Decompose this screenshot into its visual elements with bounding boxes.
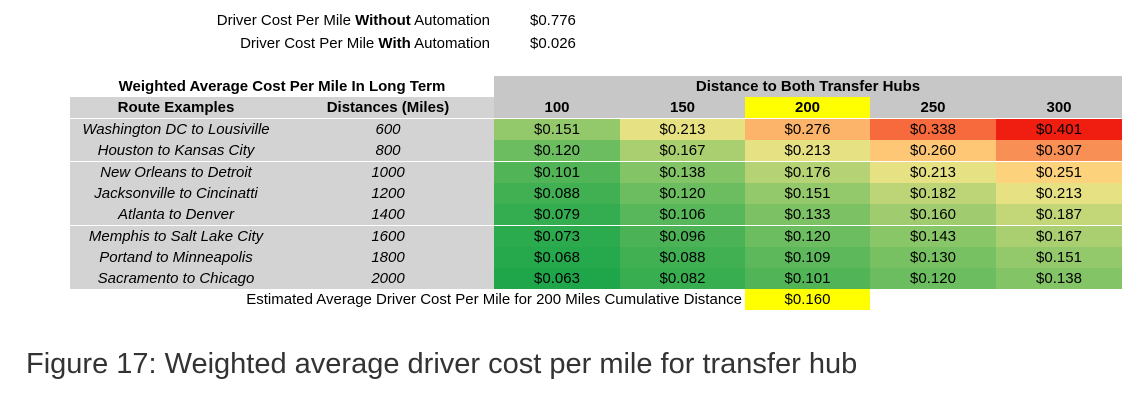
route-name: Sacramento to Chicago <box>70 268 282 290</box>
cost-cell: $0.143 <box>870 225 996 247</box>
cost-cell: $0.151 <box>494 119 620 140</box>
route-name: Washington DC to Lousiville <box>70 119 282 140</box>
cost-cell: $0.120 <box>745 225 870 247</box>
route-distance: 800 <box>282 140 494 162</box>
route-name: Jacksonville to Cincinatti <box>70 182 282 204</box>
figure-caption: Figure 17: Weighted average driver cost … <box>26 348 858 380</box>
cost-cell: $0.151 <box>996 246 1122 268</box>
cost-cell: $0.101 <box>494 161 620 183</box>
route-name: New Orleans to Detroit <box>70 161 282 183</box>
cost-cell: $0.160 <box>870 204 996 226</box>
cost-cell: $0.251 <box>996 161 1122 183</box>
right-table-title: Distance to Both Transfer Hubs <box>695 78 921 95</box>
cost-cell: $0.176 <box>745 161 870 183</box>
cost-cell: $0.213 <box>996 182 1122 204</box>
footer-label: Estimated Average Driver Cost Per Mile f… <box>246 291 742 308</box>
cost-cell: $0.101 <box>745 268 870 290</box>
cost-cell: $0.260 <box>870 140 996 162</box>
cost-cell: $0.120 <box>870 268 996 290</box>
hub-header-150: 150 <box>620 97 745 118</box>
cost-cell: $0.276 <box>745 119 870 140</box>
without-automation-value: $0.776 <box>530 12 576 29</box>
cost-cell: $0.096 <box>620 225 745 247</box>
cost-cell: $0.138 <box>996 268 1122 290</box>
route-name: Atlanta to Denver <box>70 204 282 226</box>
footer-value: $0.160 <box>745 289 870 310</box>
route-name: Memphis to Salt Lake City <box>70 225 282 247</box>
cost-cell: $0.401 <box>996 119 1122 140</box>
cost-cell: $0.213 <box>620 119 745 140</box>
hub-header-250: 250 <box>870 97 996 118</box>
cost-cell: $0.120 <box>620 182 745 204</box>
cost-cell: $0.088 <box>494 182 620 204</box>
route-distance: 1800 <box>282 246 494 268</box>
left-table-title: Weighted Average Cost Per Mile In Long T… <box>118 78 446 95</box>
route-name: Portand to Minneapolis <box>70 246 282 268</box>
route-distance: 1200 <box>282 182 494 204</box>
col-header-distance: Distances (Miles) <box>282 97 494 118</box>
cost-cell: $0.338 <box>870 119 996 140</box>
hub-header-100: 100 <box>494 97 620 118</box>
route-distance: 600 <box>282 119 494 140</box>
cost-cell: $0.088 <box>620 246 745 268</box>
cost-cell: $0.138 <box>620 161 745 183</box>
cost-cell: $0.307 <box>996 140 1122 162</box>
cost-cell: $0.068 <box>494 246 620 268</box>
cost-cell: $0.167 <box>996 225 1122 247</box>
cost-cell: $0.213 <box>745 140 870 162</box>
cost-cell: $0.130 <box>870 246 996 268</box>
cost-cell: $0.151 <box>745 182 870 204</box>
with-automation-value: $0.026 <box>530 35 576 52</box>
col-header-route: Route Examples <box>70 97 282 118</box>
cost-cell: $0.079 <box>494 204 620 226</box>
without-automation-label: Driver Cost Per Mile Without Automation <box>216 12 490 29</box>
cost-cell: $0.120 <box>494 140 620 162</box>
route-distance: 2000 <box>282 268 494 290</box>
cost-cell: $0.133 <box>745 204 870 226</box>
route-distance: 1400 <box>282 204 494 226</box>
route-name: Houston to Kansas City <box>70 140 282 162</box>
with-automation-label: Driver Cost Per Mile With Automation <box>240 35 490 52</box>
route-distance: 1000 <box>282 161 494 183</box>
right-header-band <box>494 76 1122 97</box>
cost-cell: $0.063 <box>494 268 620 290</box>
cost-cell: $0.082 <box>620 268 745 290</box>
cost-cell: $0.073 <box>494 225 620 247</box>
cost-cell: $0.213 <box>870 161 996 183</box>
cost-cell: $0.109 <box>745 246 870 268</box>
cost-cell: $0.182 <box>870 182 996 204</box>
hub-header-300: 300 <box>996 97 1122 118</box>
hub-header-200: 200 <box>745 97 870 118</box>
route-distance: 1600 <box>282 225 494 247</box>
cost-cell: $0.187 <box>996 204 1122 226</box>
cost-cell: $0.167 <box>620 140 745 162</box>
cost-cell: $0.106 <box>620 204 745 226</box>
